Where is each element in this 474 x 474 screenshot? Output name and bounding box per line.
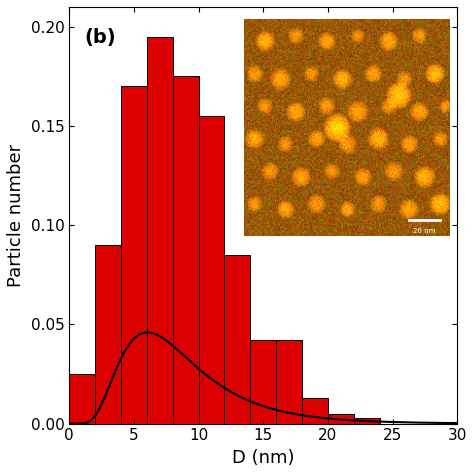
Bar xyxy=(95,245,121,424)
Bar xyxy=(173,76,199,424)
Bar xyxy=(224,255,250,424)
Bar xyxy=(69,374,95,424)
Bar xyxy=(121,86,147,424)
Text: (b): (b) xyxy=(85,28,116,47)
Bar xyxy=(147,36,173,424)
Bar xyxy=(250,340,276,424)
Bar xyxy=(354,418,380,424)
Bar xyxy=(328,414,354,424)
Bar xyxy=(199,116,224,424)
X-axis label: D (nm): D (nm) xyxy=(232,449,294,467)
Y-axis label: Particle number: Particle number xyxy=(7,144,25,287)
Bar xyxy=(276,340,302,424)
Bar xyxy=(302,398,328,424)
